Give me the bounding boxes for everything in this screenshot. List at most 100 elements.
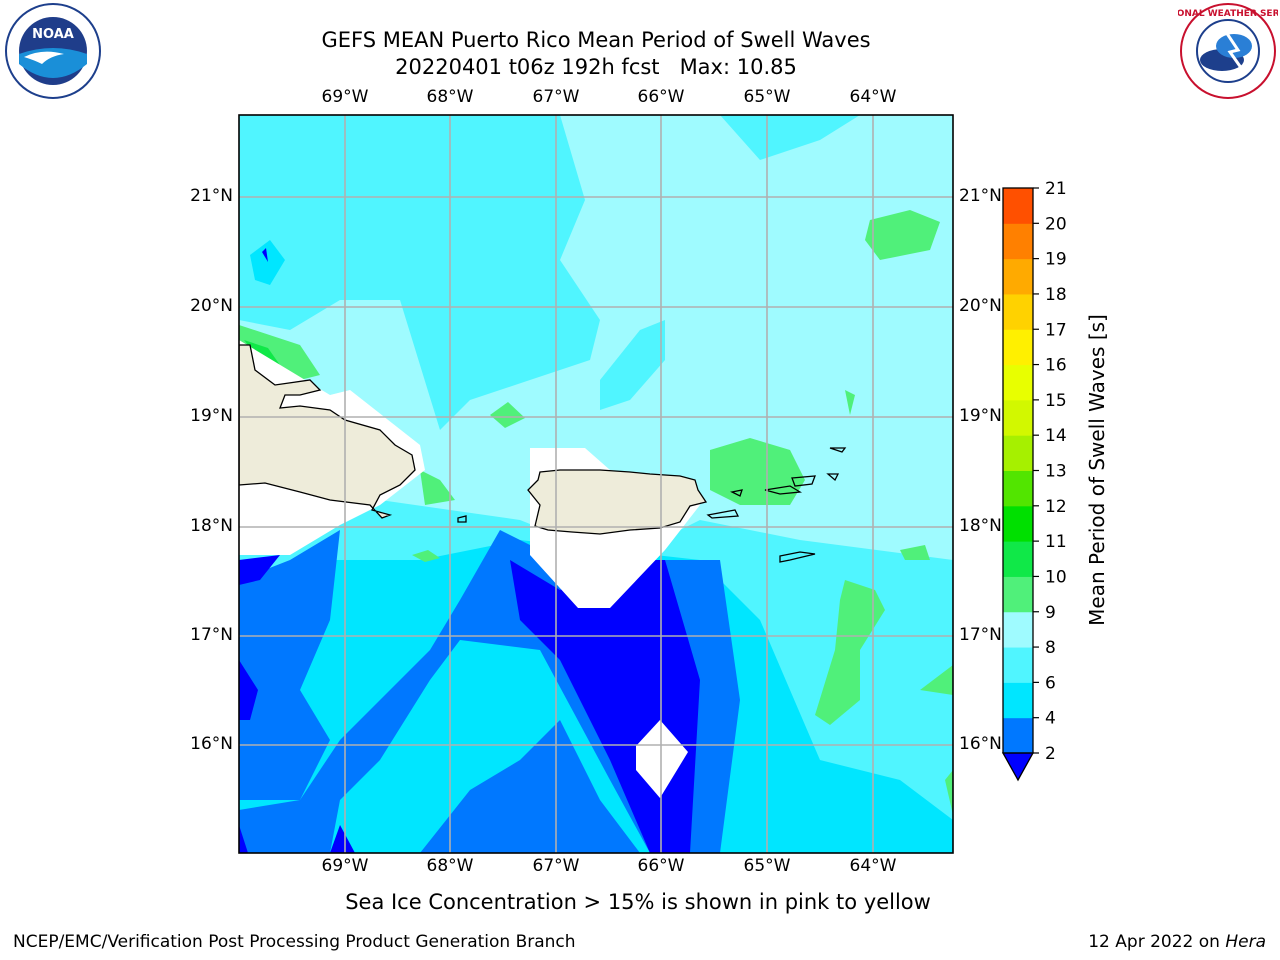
footer-left: NCEP/EMC/Verification Post Processing Pr… (13, 932, 576, 952)
colorbar-tick-label: 14 (1045, 426, 1067, 446)
lon-tick-bottom: 64°W (849, 856, 897, 876)
footer-date: 12 Apr 2022 on (1088, 932, 1226, 952)
footer-host: Hera (1225, 932, 1266, 952)
colorbar-under-arrow (1001, 752, 1035, 782)
nws-logo: NATIONAL WEATHER SERVICE (1178, 3, 1278, 99)
missing-data-area (636, 720, 688, 798)
lon-tick-top: 66°W (637, 87, 685, 107)
land-virgin-islands (764, 485, 803, 495)
swell-band-under-2 (239, 825, 248, 853)
colorbar-segment (1003, 682, 1033, 719)
colorbar-segment (1003, 611, 1033, 648)
colorbar-label: Mean Period of Swell Waves [s] (1085, 314, 1109, 626)
swell-band-9-10 (412, 550, 440, 562)
colorbar-tick-label: 17 (1045, 320, 1067, 340)
colorbar-segment (1003, 505, 1033, 542)
swell-band-9-10 (815, 580, 885, 725)
swell-band-9-10 (420, 470, 455, 505)
swell-band-9-10 (945, 770, 953, 815)
colorbar-segment (1003, 223, 1033, 260)
colorbar-segment (1003, 364, 1033, 401)
colorbar-tick-label: 16 (1045, 356, 1067, 376)
lon-tick-top: 65°W (743, 87, 791, 107)
colorbar-tick-label: 9 (1045, 603, 1056, 623)
land-virgin-islands (829, 447, 847, 453)
colorbar-segment (1003, 329, 1033, 366)
lat-tick-right: 21°N (959, 186, 1002, 206)
lon-tick-bottom: 69°W (321, 856, 369, 876)
colorbar-tick-label: 11 (1045, 532, 1067, 552)
colorbar-tick-label: 2 (1045, 744, 1056, 764)
lon-tick-top: 64°W (849, 87, 897, 107)
lon-tick-bottom: 68°W (426, 856, 474, 876)
lon-tick-bottom: 65°W (743, 856, 791, 876)
swell-band-under-2 (330, 825, 355, 853)
swell-band-under-2 (239, 555, 280, 585)
colorbar-tick-label: 4 (1045, 709, 1056, 729)
colorbar-segment (1003, 188, 1033, 224)
lon-tick-bottom: 67°W (532, 856, 580, 876)
colorbar-segment (1003, 258, 1033, 295)
land-hispaniola (239, 344, 416, 519)
colorbar-tick-label: 8 (1045, 638, 1056, 658)
land-virgin-islands (730, 489, 743, 497)
lon-tick-bottom: 66°W (637, 856, 685, 876)
lat-tick-right: 20°N (959, 296, 1002, 316)
lon-tick-top: 67°W (532, 87, 580, 107)
swell-band-9-10 (900, 545, 930, 560)
gridlines (239, 115, 953, 853)
lat-tick-right: 16°N (959, 734, 1002, 754)
nws-logo-text: NATIONAL WEATHER SERVICE (1178, 9, 1278, 19)
swell-band-2-4 (420, 720, 640, 853)
colorbar-segment (1003, 293, 1033, 330)
swell-band-9-10 (865, 210, 940, 260)
lat-tick-left: 21°N (190, 186, 233, 206)
noaa-logo: NOAA (5, 3, 101, 99)
swell-band-9-10 (845, 390, 855, 415)
colorbar-tick-label: 6 (1045, 673, 1056, 693)
swell-band-9-10 (239, 325, 320, 385)
lat-tick-left: 17°N (190, 625, 233, 645)
colorbar-segment (1003, 576, 1033, 613)
colorbar-tick-label: 19 (1045, 250, 1067, 270)
footer-right: 12 Apr 2022 on Hera (1088, 932, 1266, 952)
colorbar-tick-label: 10 (1045, 567, 1067, 587)
lat-tick-right: 18°N (959, 516, 1002, 536)
lat-tick-left: 20°N (190, 296, 233, 316)
land-small-island (457, 515, 467, 523)
colorbar-tick-label: 20 (1045, 214, 1067, 234)
colorbar-tick-label: 18 (1045, 285, 1067, 305)
colorbar: 2 4 6 8 9 10 11 12 13 14 15 16 17 18 19 20 21 (1001, 179, 1067, 782)
swell-band-under-2 (239, 660, 258, 720)
colorbar-tick-label: 21 (1045, 179, 1067, 199)
lon-tick-top: 68°W (426, 87, 474, 107)
noaa-logo-text: NOAA (32, 27, 74, 42)
sea-ice-note: Sea Ice Concentration > 15% is shown in … (345, 890, 931, 914)
swell-band-under-2 (262, 248, 268, 262)
colorbar-segment (1003, 717, 1033, 754)
map-frame (238, 114, 954, 854)
swell-band-2-4 (239, 530, 340, 800)
swell-band-9-10 (920, 665, 953, 695)
lat-tick-left: 19°N (190, 406, 233, 426)
land-virgin-islands (706, 509, 740, 519)
colorbar-segment (1003, 541, 1033, 577)
swell-band-4-6 (250, 240, 285, 285)
missing-data-area (239, 525, 340, 555)
colorbar-tick-label: 13 (1045, 462, 1067, 482)
swell-band-6-8 (239, 115, 600, 430)
swell-band-6-8 (720, 115, 860, 160)
land-virgin-islands (826, 473, 840, 482)
colorbar-segment (1003, 470, 1033, 507)
swell-band-9-10 (710, 438, 805, 505)
swell-band-6-8 (600, 320, 665, 410)
colorbar-segment (1003, 647, 1033, 683)
chart-title: GEFS MEAN Puerto Rico Mean Period of Swe… (321, 28, 871, 52)
lon-tick-top: 69°W (321, 87, 369, 107)
lat-tick-right: 17°N (959, 625, 1002, 645)
colorbar-tick-label: 12 (1045, 497, 1067, 517)
lat-tick-right: 19°N (959, 406, 1002, 426)
land-st-croix (779, 551, 816, 563)
